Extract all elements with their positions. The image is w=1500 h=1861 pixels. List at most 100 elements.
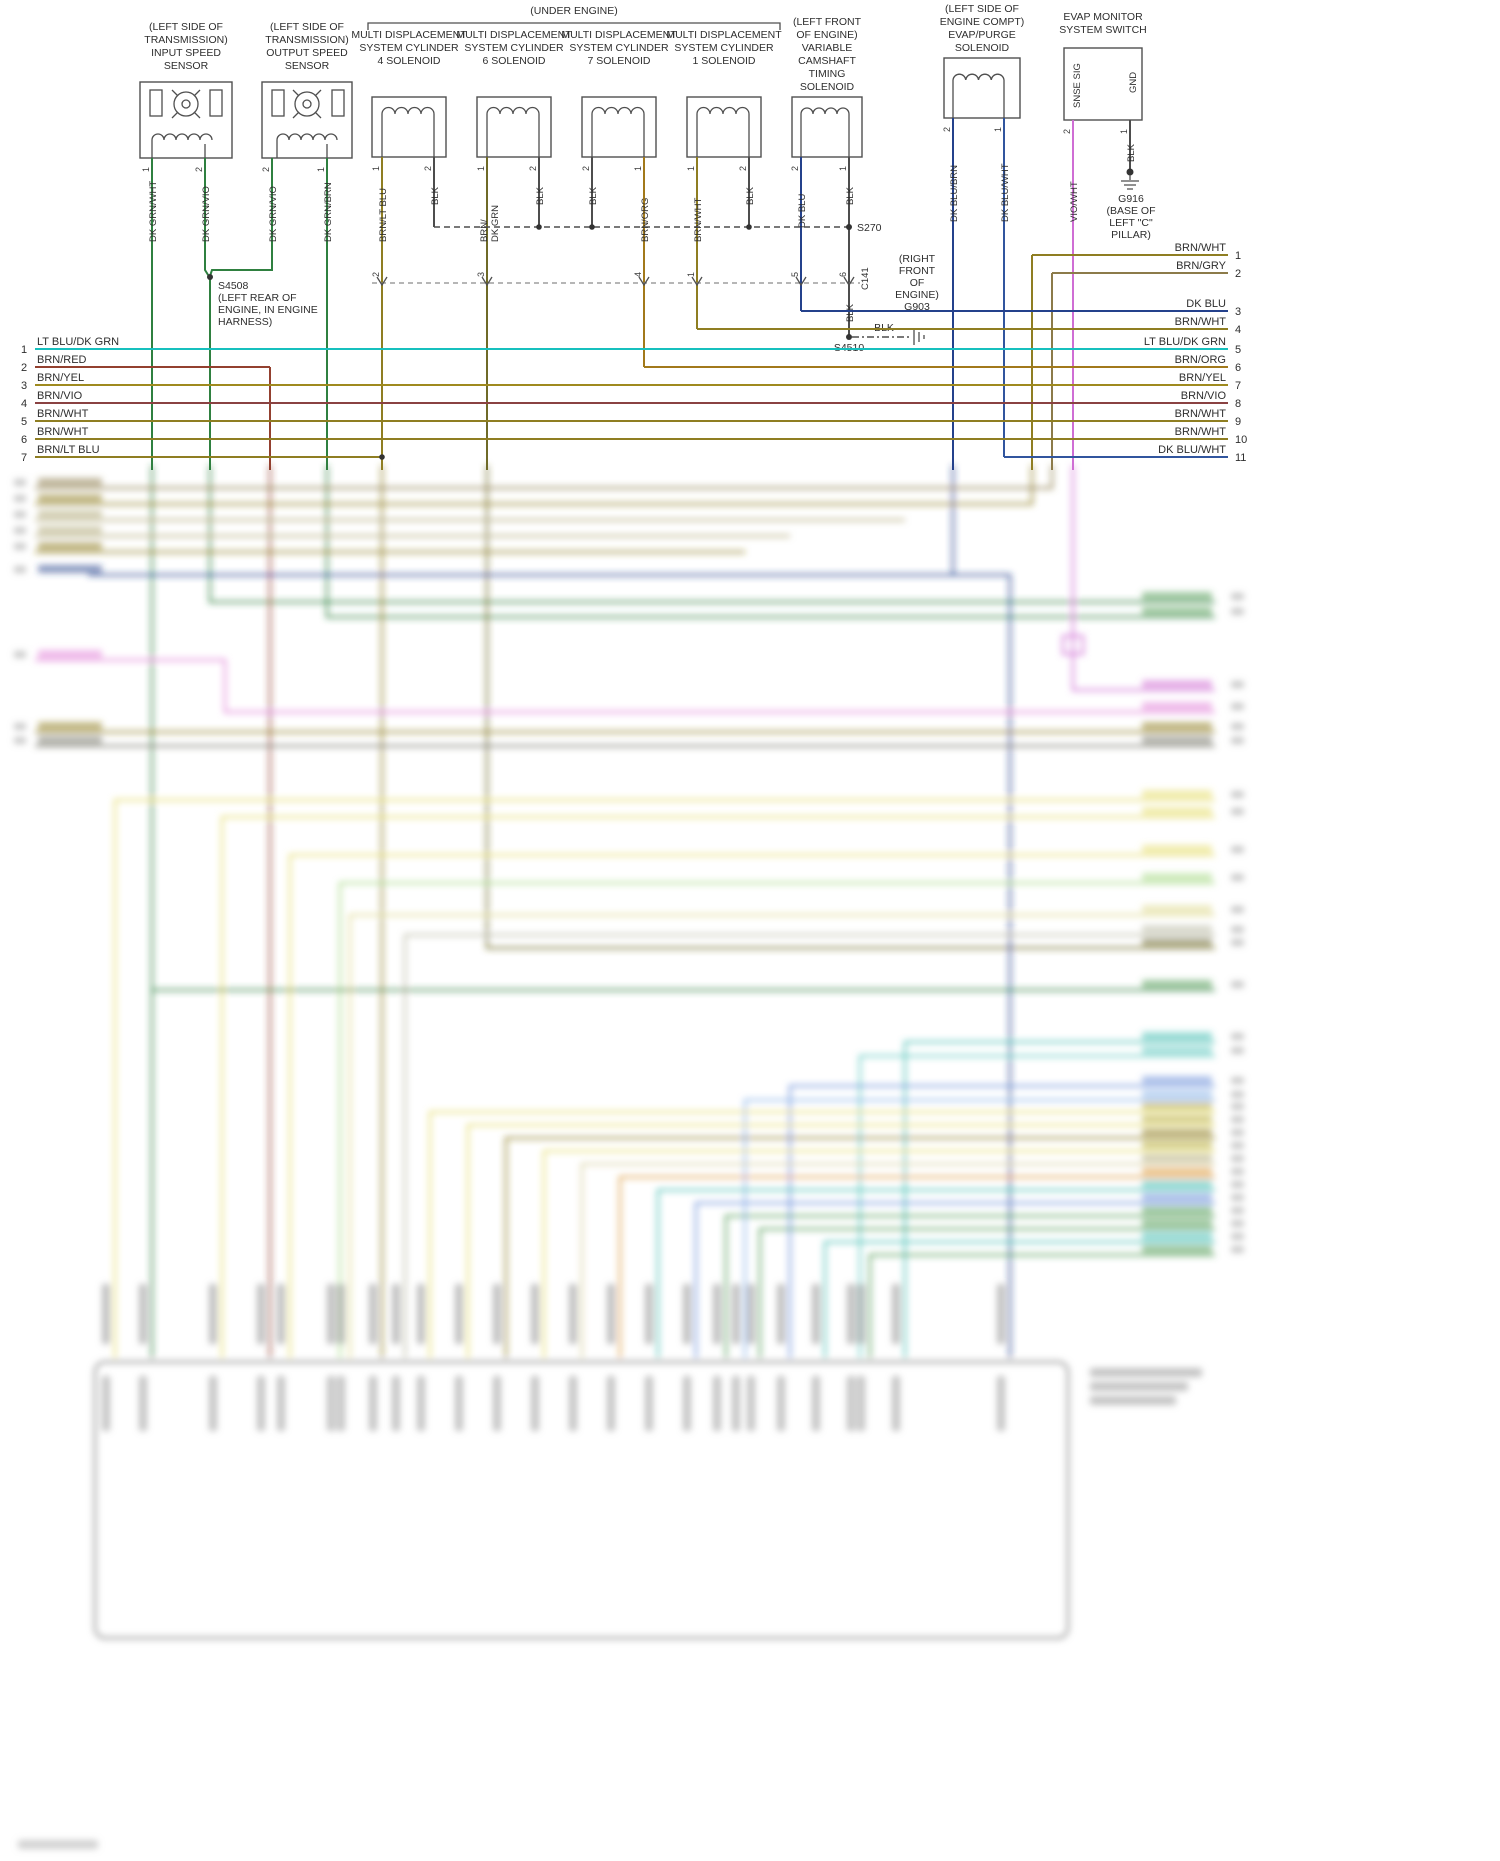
svg-text:TRANSMISSION): TRANSMISSION) (265, 34, 348, 46)
blurred-blob (1142, 1046, 1212, 1054)
vct-solenoid-box (791, 96, 863, 158)
svg-text:BRN/YEL: BRN/YEL (1179, 372, 1226, 384)
svg-text:(LEFT SIDE OF: (LEFT SIDE OF (149, 21, 223, 33)
blurred-blob (777, 1284, 785, 1344)
svg-text:SOLENOID: SOLENOID (955, 42, 1010, 54)
blurred-blob (102, 1376, 110, 1431)
blurred-blob (369, 1376, 377, 1431)
svg-text:BRN/WHT: BRN/WHT (37, 426, 89, 438)
svg-text:2: 2 (738, 166, 748, 171)
blurred-blob (607, 1376, 615, 1431)
svg-text:DK GRN/VIO: DK GRN/VIO (268, 186, 279, 242)
blurred-blob (38, 736, 102, 744)
blurred-blob (14, 566, 26, 573)
blurred-blob (857, 1376, 865, 1431)
svg-text:1: 1 (838, 166, 848, 171)
svg-text:6: 6 (21, 434, 27, 446)
svg-text:7 SOLENOID: 7 SOLENOID (587, 55, 650, 67)
blurred-blob (569, 1284, 577, 1344)
svg-text:2: 2 (21, 362, 27, 374)
blurred-blob (1142, 873, 1212, 881)
blurred-blob (38, 650, 102, 658)
svg-text:1: 1 (141, 167, 151, 172)
svg-text:(BASE OF: (BASE OF (1106, 205, 1155, 217)
blurred-blob (1231, 1181, 1244, 1188)
blurred-blob (455, 1376, 463, 1431)
blurred-blob (1142, 1141, 1212, 1149)
svg-text:TIMING: TIMING (809, 68, 846, 80)
blurred-blob (1142, 1206, 1212, 1214)
blurred-blob (392, 1284, 400, 1344)
blurred-blob (14, 737, 26, 744)
svg-text:1: 1 (1119, 129, 1129, 134)
right-bus-labels: 1 BRN/WHT 2 BRN/GRY 3 DK BLU 4 BRN/WHT 5… (1144, 242, 1247, 464)
blurred-blob (1142, 938, 1212, 946)
svg-text:BRN/WHT: BRN/WHT (1175, 426, 1227, 438)
svg-text:BLK: BLK (1126, 143, 1137, 162)
svg-text:2: 2 (790, 166, 800, 171)
blurred-blob (257, 1284, 265, 1344)
sharp-upper-section: (UNDER ENGINE) (LEFT SIDE OF TRANSMISSIO… (21, 3, 1247, 470)
splice-s270: S270 (434, 222, 882, 234)
blurred-blob (847, 1376, 855, 1431)
svg-text:6: 6 (1235, 362, 1241, 374)
blurred-blob (1142, 1102, 1212, 1110)
svg-text:3: 3 (476, 272, 486, 277)
output-speed-sensor-box (261, 81, 353, 159)
blurred-blob (1231, 1116, 1244, 1123)
blurred-blob (713, 1284, 721, 1344)
blurred-blob (1142, 1245, 1212, 1253)
svg-text:VIO/WHT: VIO/WHT (1069, 181, 1080, 222)
svg-text:S270: S270 (857, 222, 882, 234)
svg-text:(RIGHT: (RIGHT (899, 253, 936, 265)
svg-text:BRN/WHT: BRN/WHT (1175, 316, 1227, 328)
mds6-caption: MULTI DISPLACEMENT SYSTEM CYLINDER 6 SOL… (456, 29, 572, 67)
blurred-blob (531, 1376, 539, 1431)
blurred-blob (1142, 845, 1212, 853)
blurred-blob (327, 1376, 335, 1431)
blurred-blob (1231, 1077, 1244, 1084)
blurred-blob (857, 1284, 865, 1344)
svg-text:OF ENGINE): OF ENGINE) (796, 29, 857, 41)
svg-text:BRN/LT BLU: BRN/LT BLU (37, 444, 100, 456)
svg-text:3: 3 (1235, 306, 1241, 318)
blurred-blob (1142, 1219, 1212, 1227)
blurred-blob (209, 1376, 217, 1431)
svg-text:(LEFT FRONT: (LEFT FRONT (793, 16, 862, 28)
evap-monitor-caption: EVAP MONITOR SYSTEM SWITCH (1059, 11, 1147, 36)
blurred-blob (337, 1376, 345, 1431)
blurred-blob (277, 1284, 285, 1344)
blurred-blob (997, 1376, 1005, 1431)
svg-text:SENSOR: SENSOR (285, 60, 330, 72)
svg-text:CAMSHAFT: CAMSHAFT (798, 55, 856, 67)
blurred-blob (1090, 1368, 1202, 1377)
svg-text:DK BLU: DK BLU (797, 194, 808, 228)
svg-text:2: 2 (261, 167, 271, 172)
blurred-blob (493, 1376, 501, 1431)
svg-text:BRN/VIO: BRN/VIO (1181, 390, 1227, 402)
svg-text:ENGINE): ENGINE) (895, 289, 939, 301)
blurred-blob (1142, 680, 1212, 688)
blurred-blob (493, 1284, 501, 1344)
blurred-blob (417, 1376, 425, 1431)
mds6-solenoid-box (476, 96, 552, 158)
blurred-blob (209, 1284, 217, 1344)
svg-text:5: 5 (1235, 344, 1241, 356)
svg-text:1: 1 (21, 344, 27, 356)
blurred-blob (1142, 592, 1212, 600)
svg-text:DK GRN/WHT: DK GRN/WHT (148, 181, 159, 242)
svg-text:FRONT: FRONT (899, 265, 936, 277)
svg-text:PILLAR): PILLAR) (1111, 229, 1151, 241)
blurred-blob (14, 511, 26, 518)
blurred-blob (1231, 981, 1244, 988)
blurred-blob (1142, 807, 1212, 815)
svg-text:BRN/VIO: BRN/VIO (37, 390, 83, 402)
blurred-blob (14, 479, 26, 486)
svg-text:2: 2 (371, 272, 381, 277)
svg-text:DK GRN/BRN: DK GRN/BRN (323, 182, 334, 242)
blurred-blob (1231, 874, 1244, 881)
blurred-blob (1231, 1142, 1244, 1149)
blurred-blob (997, 1284, 1005, 1344)
svg-text:2: 2 (1235, 268, 1241, 280)
